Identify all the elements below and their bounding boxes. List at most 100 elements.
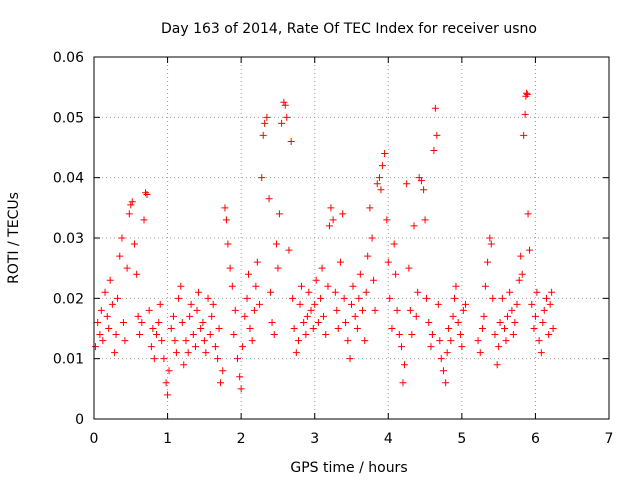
data-point <box>99 337 107 345</box>
data-point <box>340 294 348 302</box>
data-point <box>491 331 499 339</box>
plot-frame <box>93 56 610 420</box>
data-point <box>375 174 383 182</box>
data-point <box>136 331 144 339</box>
data-point <box>241 312 249 320</box>
data-point <box>462 300 470 308</box>
data-point <box>384 258 392 266</box>
data-point <box>230 331 238 339</box>
data-point <box>487 240 495 248</box>
data-point <box>449 312 457 320</box>
data-point <box>434 300 442 308</box>
data-point <box>501 325 509 332</box>
data-point <box>526 246 534 254</box>
data-point <box>545 331 553 339</box>
y-tick-labels: 0 0.01 0.02 0.03 0.04 0.05 0.06 <box>53 50 84 428</box>
data-point <box>172 349 180 357</box>
x-axis-label: GPS time / hours <box>290 460 407 476</box>
data-point <box>423 294 431 302</box>
data-point <box>533 288 541 296</box>
data-point <box>97 306 105 314</box>
data-point <box>395 331 403 339</box>
data-point <box>414 288 422 296</box>
data-point <box>285 246 293 254</box>
data-point <box>405 264 413 272</box>
data-point <box>393 306 401 314</box>
data-point <box>123 264 131 272</box>
data-point <box>184 349 192 357</box>
data-point <box>509 331 517 339</box>
data-point <box>443 349 451 357</box>
data-point <box>417 177 425 185</box>
data-point <box>430 147 438 155</box>
data-point <box>540 306 548 314</box>
data-point <box>361 337 369 345</box>
data-point <box>425 318 433 326</box>
data-point <box>128 198 136 206</box>
data-point <box>421 216 429 224</box>
data-point <box>287 137 295 145</box>
data-point <box>339 210 347 218</box>
data-point <box>204 294 212 302</box>
data-point <box>197 325 205 332</box>
data-point <box>259 131 267 139</box>
data-point <box>506 288 514 296</box>
data-point <box>175 294 183 302</box>
data-point <box>368 234 376 242</box>
data-point <box>324 282 332 290</box>
data-point <box>192 343 200 351</box>
data-point <box>427 343 435 351</box>
data-point <box>349 282 357 290</box>
data-point <box>278 119 286 127</box>
data-point <box>268 318 276 326</box>
data-point <box>439 367 447 375</box>
data-point <box>265 195 273 203</box>
data-point <box>112 331 120 339</box>
data-point <box>297 282 305 290</box>
data-point <box>164 391 172 399</box>
data-point <box>165 367 173 375</box>
data-point <box>546 300 554 308</box>
data-point <box>318 264 326 272</box>
data-point <box>537 349 545 357</box>
y-tick-label: 0.02 <box>53 291 84 307</box>
data-point <box>524 210 532 218</box>
data-point <box>493 361 501 369</box>
data-point <box>445 325 453 332</box>
data-point <box>228 282 236 290</box>
data-point <box>480 312 488 320</box>
data-point <box>300 318 308 326</box>
data-point <box>523 89 531 97</box>
data-point <box>334 325 342 332</box>
data-point <box>96 331 104 339</box>
data-point <box>496 318 504 326</box>
data-point <box>517 252 525 260</box>
data-point <box>484 258 492 266</box>
data-point <box>399 379 407 387</box>
data-point <box>548 288 556 296</box>
data-point <box>156 300 164 308</box>
data-point <box>256 300 264 308</box>
data-point <box>348 300 355 308</box>
data-point <box>150 355 158 363</box>
data-point <box>513 300 521 308</box>
x-tick-labels: 0 1 2 3 4 5 6 7 <box>90 431 614 447</box>
data-point <box>214 355 222 363</box>
data-point <box>158 337 166 345</box>
data-point <box>428 331 436 339</box>
data-point <box>219 367 227 375</box>
data-point <box>502 337 510 345</box>
data-point <box>431 104 439 112</box>
data-point <box>366 204 374 212</box>
data-point <box>433 131 441 139</box>
data-point <box>392 270 400 278</box>
data-point <box>333 306 341 314</box>
data-point <box>522 92 530 100</box>
data-point <box>309 325 317 332</box>
data-point <box>153 331 161 339</box>
data-point <box>263 113 271 121</box>
data-point <box>353 325 361 332</box>
data-point <box>381 150 389 158</box>
data-point <box>114 294 122 302</box>
